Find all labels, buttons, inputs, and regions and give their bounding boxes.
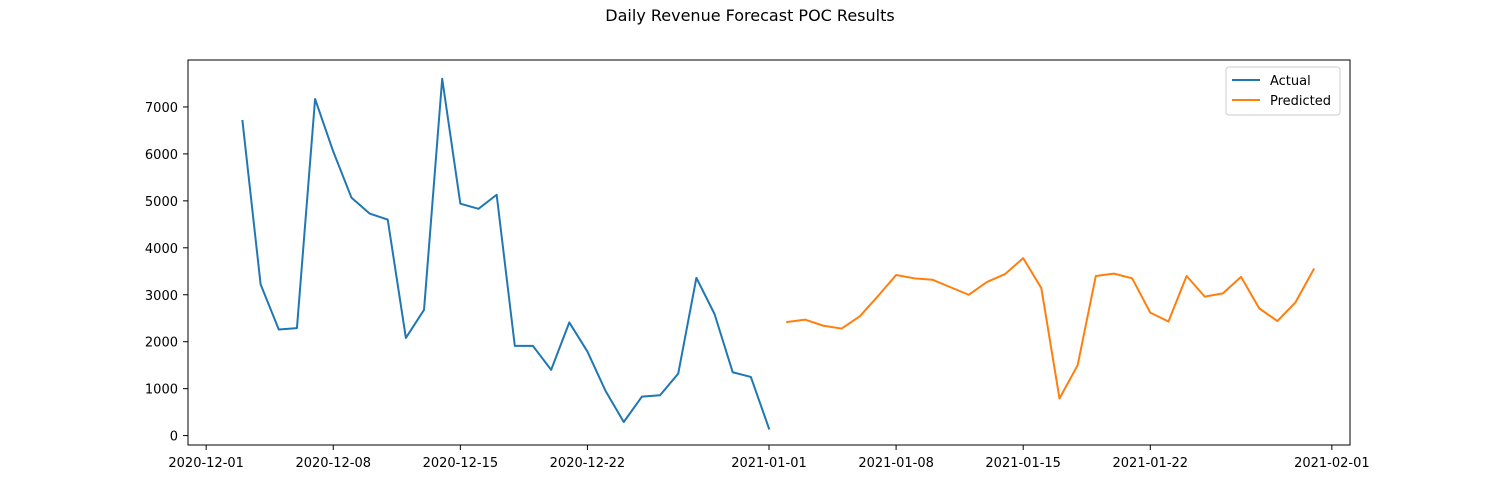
y-tick-label: 3000 [145,289,178,304]
series-line-predicted [786,257,1316,400]
y-tick-label: 6000 [145,148,178,163]
legend-label-predicted: Predicted [1270,94,1331,109]
y-tick-label: 4000 [145,242,178,257]
x-tick-label: 2021-01-15 [985,456,1061,471]
x-tick-label: 2020-12-15 [423,456,499,471]
y-tick-label: 5000 [145,195,178,210]
x-tick-label: 2021-01-22 [1113,456,1189,471]
x-tick-label: 2020-12-01 [168,456,244,471]
x-tick-label: 2020-12-22 [550,456,626,471]
chart-title: Daily Revenue Forecast POC Results [605,6,895,25]
plot-layer [241,77,1316,430]
axes-layer: 2020-12-01 2020-12-08 2020-12-15 2020-12-22… [145,59,1370,471]
x-tick-label: 2021-01-08 [858,456,934,471]
legend: Actual Predicted [1225,66,1341,116]
x-tick-label: 2020-12-08 [295,456,371,471]
y-tick-label: 2000 [145,336,178,351]
x-tick-label: 2021-02-01 [1294,456,1370,471]
x-tick-label: 2021-01-01 [731,456,807,471]
y-tick-label: 0 [170,430,178,445]
legend-label-actual: Actual [1270,74,1311,89]
axes-frame [187,59,1351,446]
series-line-actual [241,77,771,430]
y-tick-label: 1000 [145,383,178,398]
y-tick-label: 7000 [145,101,178,116]
